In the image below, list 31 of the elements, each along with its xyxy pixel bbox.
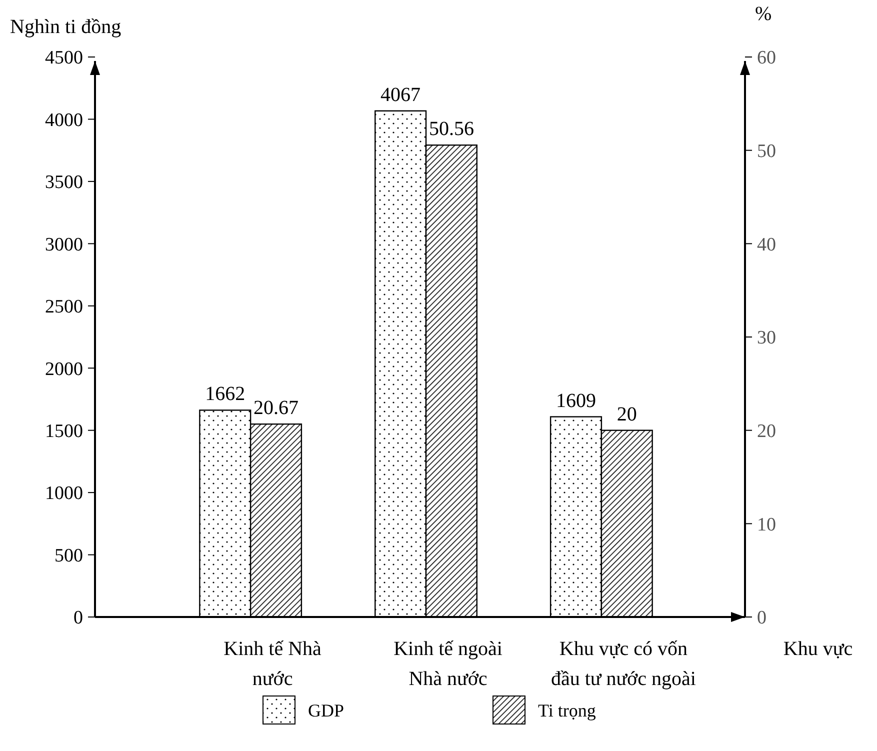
y2-tick-label: 20	[757, 420, 776, 442]
y-tick-label: 4000	[45, 110, 83, 131]
y-tick-label: 4500	[45, 48, 83, 69]
y2-tick-label: 0	[757, 608, 766, 629]
data-label: 20	[616, 403, 637, 426]
x-tick-label: Khu vực có vốn đầu tư nước ngoài	[550, 638, 696, 690]
y2-axis-title: %	[755, 3, 772, 25]
y-tick-label: 500	[54, 545, 83, 566]
data-label: 4067	[380, 84, 421, 106]
y-tick-label: 1500	[45, 420, 83, 442]
legend-label: Ti trọng	[538, 700, 596, 720]
x-tick-label: Kinh tế Nhà nước	[224, 638, 322, 690]
y2-tick-label: 60	[757, 48, 776, 69]
x-tick-label: Kinh tế ngoài Nhà nước	[394, 638, 503, 690]
y-tick-label: 3500	[45, 172, 83, 194]
data-label: 50.56	[428, 118, 474, 140]
data-label: 1609	[556, 390, 596, 412]
data-label: 20.67	[254, 397, 298, 420]
y-tick-label: 1000	[45, 483, 83, 504]
y-tick-label: 0	[74, 608, 83, 629]
y-tick-label: 3000	[45, 234, 83, 256]
y-tick-label: 2000	[45, 358, 83, 380]
x-axis-title: Khu vực	[783, 638, 853, 660]
y2-tick-label: 10	[757, 514, 776, 536]
data-label: 1662	[205, 383, 246, 406]
legend-label: GDP	[308, 700, 344, 720]
y-axis-title: Nghìn ti đồng	[10, 16, 122, 38]
y2-tick-label: 30	[757, 328, 776, 349]
y2-tick-label: 40	[757, 234, 776, 256]
y2-tick-label: 50	[757, 140, 776, 162]
y-tick-label: 2500	[45, 296, 83, 318]
